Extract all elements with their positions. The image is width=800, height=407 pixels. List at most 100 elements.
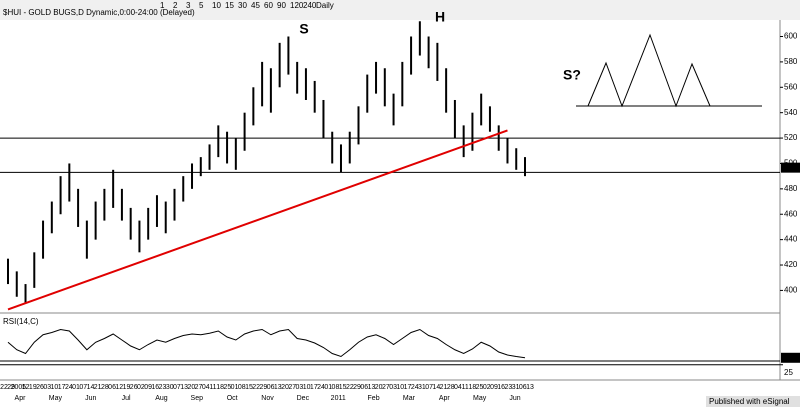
chart-title: $HUI - GOLD BUGS,D Dynamic,0:00-24:00 (D… xyxy=(3,8,195,17)
x-day-label: 27 xyxy=(288,384,296,391)
rsi-line xyxy=(7,328,526,359)
x-day-label: 01 xyxy=(324,384,332,391)
toolbar-button: 30 xyxy=(238,1,247,10)
y-tick-label: 460 xyxy=(784,209,798,218)
x-day-label: 06 xyxy=(108,384,116,391)
x-day-label: 10 xyxy=(51,384,59,391)
x-month-label: Jun xyxy=(85,395,96,402)
x-month-label: Oct xyxy=(227,395,238,402)
x-day-label: 15 xyxy=(339,384,347,391)
footer-box xyxy=(706,396,800,407)
x-month-label: Nov xyxy=(261,395,274,402)
x-day-label: 04 xyxy=(202,384,210,391)
rsi-last-box xyxy=(781,352,800,363)
x-day-label: 09 xyxy=(490,384,498,391)
x-day-label: 02 xyxy=(483,384,491,391)
x-day-label: 12 xyxy=(22,384,30,391)
x-day-label: 11 xyxy=(462,384,469,391)
x-day-label: 24 xyxy=(317,384,325,391)
rsi-tick-label: 25 xyxy=(784,368,793,377)
x-day-label: 21 xyxy=(94,384,102,391)
toolbar-button: 1 xyxy=(160,1,165,10)
x-day-label: 02 xyxy=(137,384,145,391)
x-day-label: 29 xyxy=(353,384,361,391)
x-day-label: 23 xyxy=(504,384,512,391)
y-tick-label: 580 xyxy=(784,57,798,66)
x-month-label: 2011 xyxy=(331,395,346,402)
x-month-label: May xyxy=(49,395,63,402)
x-month-label: May xyxy=(473,395,487,402)
x-day-label: 11 xyxy=(209,384,216,391)
x-day-label: 12 xyxy=(115,384,123,391)
x-day-label: 03 xyxy=(43,384,51,391)
x-day-label: 20 xyxy=(281,384,289,391)
x-day-label: 27 xyxy=(195,384,203,391)
x-day-label: 17 xyxy=(310,384,318,391)
pattern-sketch xyxy=(576,33,762,108)
toolbar-button: 240 xyxy=(303,1,317,10)
x-day-label: 01 xyxy=(231,384,239,391)
y-tick-label: 560 xyxy=(784,82,798,91)
x-month-label: Apr xyxy=(15,395,27,402)
x-day-label: 06 xyxy=(267,384,275,391)
x-day-label: 22 xyxy=(346,384,354,391)
x-day-label: 25 xyxy=(223,384,231,391)
x-month-label: Mar xyxy=(403,395,416,402)
x-day-label: 28 xyxy=(101,384,109,391)
x-day-label: 28 xyxy=(447,384,455,391)
x-day-label: 13 xyxy=(526,384,534,391)
x-day-label: 13 xyxy=(368,384,376,391)
x-day-label: 06 xyxy=(360,384,368,391)
toolbar-button: 45 xyxy=(251,1,260,10)
x-month-label: Aug xyxy=(155,395,168,402)
trendline xyxy=(7,129,508,311)
toolbar xyxy=(0,0,800,20)
x-day-label: 03 xyxy=(389,384,397,391)
x-day-label: 19 xyxy=(123,384,131,391)
x-day-label: 24 xyxy=(65,384,73,391)
x-day-label: 10 xyxy=(303,384,311,391)
x-day-label: 08 xyxy=(238,384,246,391)
x-day-label: 07 xyxy=(173,384,181,391)
x-day-label: 27 xyxy=(382,384,390,391)
x-day-label: 26 xyxy=(36,384,44,391)
x-day-label: 06 xyxy=(519,384,527,391)
toolbar-button: 2 xyxy=(173,1,178,10)
footer: Published with eSignal xyxy=(709,397,790,406)
x-day-label: 29 xyxy=(259,384,267,391)
x-day-label: 07 xyxy=(79,384,87,391)
x-day-label: 18 xyxy=(216,384,224,391)
x-day-label: 17 xyxy=(404,384,412,391)
x-day-label: 23 xyxy=(159,384,167,391)
x-day-label: 14 xyxy=(432,384,440,391)
x-month-label: Dec xyxy=(297,395,310,402)
x-day-label: 16 xyxy=(151,384,159,391)
y-tick-label: 520 xyxy=(784,133,798,142)
x-day-label: 08 xyxy=(332,384,340,391)
x-day-label: 07 xyxy=(425,384,433,391)
toolbar-button: 60 xyxy=(264,1,273,10)
x-day-label: 30 xyxy=(166,384,174,391)
x-day-label: 10 xyxy=(396,384,404,391)
x-day-label: 24 xyxy=(411,384,419,391)
x-day-label: 16 xyxy=(497,384,505,391)
x-month-label: Jul xyxy=(122,395,131,402)
x-day-label: 15 xyxy=(245,384,253,391)
x-day-label: 13 xyxy=(180,384,188,391)
toolbar-button: 90 xyxy=(277,1,286,10)
annotation: S xyxy=(299,21,308,37)
x-month-label: Apr xyxy=(439,395,451,402)
x-day-label: 21 xyxy=(440,384,448,391)
y-tick-label: 480 xyxy=(784,184,798,193)
x-day-label: 14 xyxy=(87,384,95,391)
x-day-label: 18 xyxy=(468,384,476,391)
x-day-label: 25 xyxy=(476,384,484,391)
annotation: H xyxy=(435,9,445,25)
toolbar-button: Daily xyxy=(316,1,334,10)
y-tick-label: 600 xyxy=(784,32,798,41)
x-day-label: 26 xyxy=(130,384,138,391)
x-day-label: 20 xyxy=(187,384,195,391)
y-tick-label: 440 xyxy=(784,235,798,244)
